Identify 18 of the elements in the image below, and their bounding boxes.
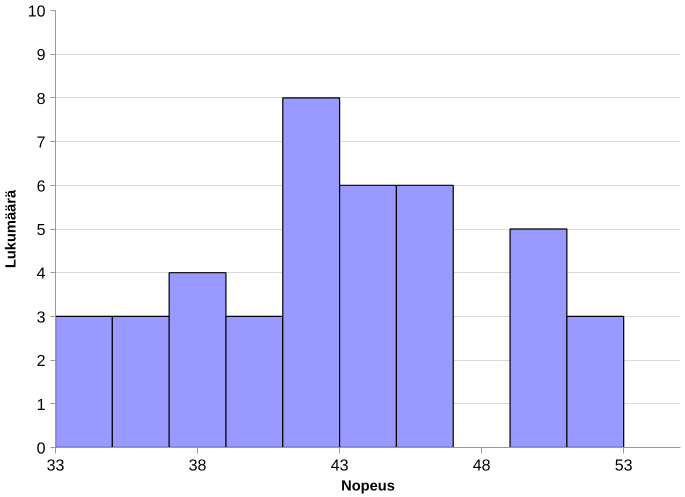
y-tick-label: 6 (36, 178, 46, 196)
y-tick-label: 5 (36, 222, 46, 239)
y-axis-title: Lukumäärä (4, 189, 20, 268)
x-tick-label: 38 (188, 458, 207, 474)
y-tick-label: 3 (36, 309, 46, 326)
x-tick-label: 33 (46, 458, 64, 474)
y-tick-label: 7 (36, 134, 46, 152)
y-tick-label: 10 (28, 4, 46, 20)
y-tick-label: 1 (36, 396, 46, 414)
y-tick-label: 4 (36, 266, 46, 283)
x-tick-label: 53 (614, 458, 633, 474)
x-tick-label: 48 (472, 458, 491, 474)
y-tick-label: 8 (36, 90, 46, 108)
y-tick-label: 9 (36, 47, 46, 64)
y-tick-label: 0 (36, 440, 46, 458)
x-axis-title: Nopeus (341, 478, 395, 494)
y-tick-label: 2 (36, 353, 46, 370)
x-tick-label: 43 (330, 458, 349, 474)
